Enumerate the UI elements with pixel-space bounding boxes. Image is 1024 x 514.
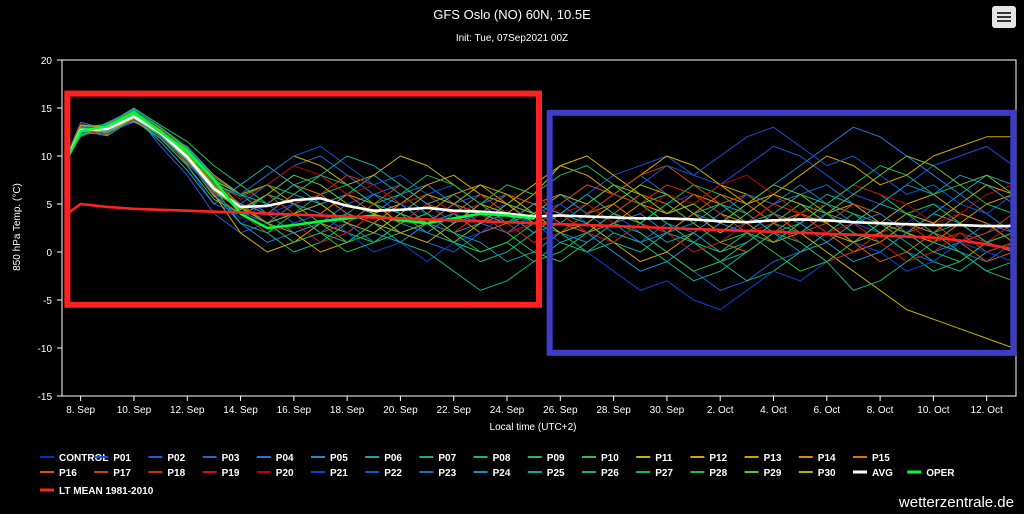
highlight-box-blue [546, 109, 1017, 356]
legend-entry[interactable]: P24 [493, 468, 511, 479]
x-tick-label: 12. Oct [971, 405, 1003, 416]
legend-entry[interactable]: P09 [547, 453, 565, 464]
x-tick-label: 28. Sep [596, 405, 631, 416]
legend-entry[interactable]: P16 [59, 468, 77, 479]
y-tick-label: -15 [38, 392, 53, 403]
legend-entry[interactable]: P27 [655, 468, 673, 479]
y-tick-label: 20 [41, 56, 53, 67]
legend-entry[interactable]: P15 [872, 453, 890, 464]
legend-entry[interactable]: P28 [709, 468, 727, 479]
y-tick-label: 15 [41, 104, 53, 115]
x-tick-label: 18. Sep [330, 405, 365, 416]
series-line [66, 116, 1014, 263]
legend-entry[interactable]: P22 [384, 468, 402, 479]
legend-entry[interactable]: P05 [330, 453, 348, 464]
y-tick-label: 0 [46, 248, 52, 259]
legend-entry[interactable]: AVG [872, 468, 893, 479]
x-tick-label: 12. Sep [170, 405, 205, 416]
legend-entry[interactable]: P20 [276, 468, 294, 479]
x-tick-label: 2. Oct [707, 405, 734, 416]
legend-entry[interactable]: P12 [709, 453, 727, 464]
legend-entry[interactable]: P11 [655, 453, 673, 464]
legend-entry[interactable]: P30 [818, 468, 836, 479]
legend-entry[interactable]: P01 [113, 453, 131, 464]
legend-entry[interactable]: LT MEAN 1981-2010 [59, 486, 154, 497]
series-line [66, 114, 1014, 253]
legend-entry[interactable]: OPER [926, 468, 955, 479]
y-tick-label: 10 [41, 152, 53, 163]
x-tick-label: 10. Sep [117, 405, 152, 416]
x-tick-label: 8. Sep [66, 405, 95, 416]
legend-entry[interactable]: P21 [330, 468, 348, 479]
highlight-box-red [64, 90, 542, 308]
y-tick-label: -5 [43, 296, 52, 307]
hamburger-menu-icon[interactable] [992, 6, 1016, 28]
x-tick-label: 30. Sep [650, 405, 685, 416]
watermark: wetterzentrale.de [898, 494, 1014, 511]
x-tick-label: 24. Sep [490, 405, 525, 416]
legend-entry[interactable]: P10 [601, 453, 619, 464]
legend-entry[interactable]: P07 [438, 453, 456, 464]
series-line [66, 114, 1014, 224]
chart-title: GFS Oslo (NO) 60N, 10.5E [433, 7, 591, 22]
series-line [66, 113, 1014, 243]
legend-entry[interactable]: P19 [222, 468, 240, 479]
x-tick-label: 14. Sep [223, 405, 258, 416]
y-axis-label: 850 hPa Temp. (°C) [12, 183, 23, 271]
y-tick-label: -10 [38, 344, 53, 355]
series-line [66, 111, 535, 230]
y-tick-label: 5 [46, 200, 52, 211]
x-tick-label: 8. Oct [867, 405, 894, 416]
x-tick-label: 16. Sep [277, 405, 312, 416]
series-line [66, 115, 1015, 228]
legend-entry[interactable]: P14 [818, 453, 836, 464]
legend-entry[interactable]: P25 [547, 468, 565, 479]
plot-area: -15 -10 -5 0 5 10 15 20 8. Sep 10. Sep 12. Sep 14. … [38, 56, 1017, 416]
x-tick-label: 4. Oct [760, 405, 787, 416]
chart-subtitle: Init: Tue, 07Sep2021 00Z [456, 33, 568, 44]
x-tick-label: 22. Sep [436, 405, 471, 416]
x-tick-label: 10. Oct [917, 405, 949, 416]
legend-entry[interactable]: P03 [222, 453, 240, 464]
x-tick-label: 20. Sep [383, 405, 418, 416]
legend-entry[interactable]: P08 [493, 453, 511, 464]
legend-entry[interactable]: P26 [601, 468, 619, 479]
legend-entry[interactable]: P17 [113, 468, 131, 479]
legend-entry[interactable]: CONTROL [59, 453, 108, 464]
legend-entry[interactable]: P04 [276, 453, 294, 464]
series-line [66, 202, 1015, 251]
legend-entry[interactable]: P29 [764, 468, 782, 479]
legend-entry[interactable]: P18 [167, 468, 185, 479]
x-tick-label: 6. Oct [813, 405, 840, 416]
legend: CONTROL P01 P02 P03 P04 P05 P06 P07 P08 P09 P10 P11… [40, 453, 955, 497]
x-axis-label: Local time (UTC+2) [490, 422, 577, 433]
legend-entry[interactable]: P13 [764, 453, 782, 464]
legend-entry[interactable]: P02 [167, 453, 185, 464]
legend-entry[interactable]: P06 [384, 453, 402, 464]
legend-entry[interactable]: P23 [438, 468, 456, 479]
x-tick-label: 26. Sep [543, 405, 578, 416]
